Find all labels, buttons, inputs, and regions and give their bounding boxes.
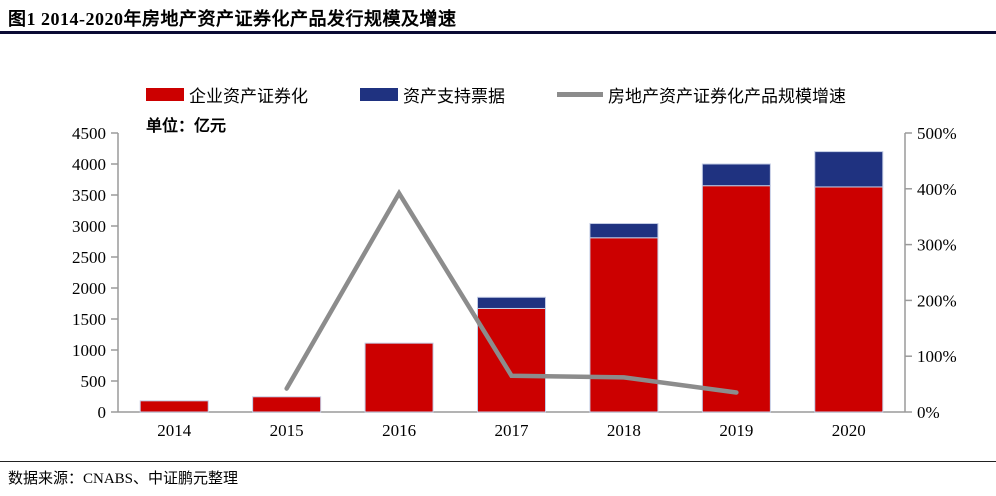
bar-segment-abn	[814, 151, 884, 188]
bar-segment-abn	[589, 223, 659, 239]
bar-segment-enterprise-abs	[589, 237, 659, 413]
data-source: 数据来源：CNABS、中证鹏元整理	[8, 471, 239, 487]
bar-segment-abn	[701, 163, 771, 187]
chart-legend: 企业资产证券化 资产支持票据 房地产资产证券化产品规模增速	[146, 82, 846, 107]
x-axis-label: 2015	[270, 421, 304, 440]
right-tick-label: 100%	[917, 347, 957, 366]
bar-segment-abn	[477, 296, 546, 309]
x-axis-label: 2017	[495, 421, 530, 440]
x-axis-label: 2019	[719, 421, 753, 440]
left-tick-label: 500	[81, 372, 107, 391]
right-tick-label: 500%	[917, 124, 957, 143]
left-tick-label: 4500	[72, 124, 106, 143]
right-tick-label: 300%	[917, 236, 957, 255]
legend-item-enterprise-abs: 企业资产证券化	[146, 82, 308, 107]
bar-segment-enterprise-abs	[139, 400, 209, 413]
bar-segment-enterprise-abs	[477, 307, 546, 413]
left-tick-label: 3500	[72, 186, 106, 205]
bar-segment-enterprise-abs	[364, 342, 434, 413]
left-tick-label: 2000	[72, 279, 106, 298]
right-tick-label: 200%	[917, 291, 957, 310]
left-tick-label: 0	[98, 403, 107, 422]
x-axis-label: 2020	[832, 421, 866, 440]
right-tick-label: 400%	[917, 180, 957, 199]
legend-label: 企业资产证券化	[189, 87, 308, 106]
left-tick-label: 1500	[72, 310, 106, 329]
bar-segment-enterprise-abs	[701, 185, 771, 413]
x-axis-label: 2018	[607, 421, 641, 440]
left-tick-label: 1000	[72, 341, 106, 360]
legend-label: 资产支持票据	[403, 87, 505, 106]
left-tick-label: 2500	[72, 248, 106, 267]
figure-title: 图1 2014-2020年房地产资产证券化产品发行规模及增速	[8, 9, 457, 29]
bar-segment-enterprise-abs	[814, 186, 884, 413]
x-axis-label: 2014	[157, 421, 192, 440]
x-axis-label: 2016	[382, 421, 416, 440]
unit-label: 单位：亿元	[146, 118, 227, 135]
right-tick-label: 0%	[917, 403, 940, 422]
bar-segment-enterprise-abs	[252, 396, 322, 413]
red-bar-swatch-icon	[146, 88, 184, 101]
legend-item-abn: 资产支持票据	[360, 82, 505, 107]
growth-rate-line	[284, 188, 739, 395]
legend-item-growth-rate: 房地产资产证券化产品规模增速	[557, 82, 846, 107]
left-tick-label: 4000	[72, 155, 106, 174]
legend-label: 房地产资产证券化产品规模增速	[608, 87, 846, 106]
gray-line-swatch-icon	[557, 92, 603, 97]
footer-rule	[0, 461, 996, 462]
report-header: 图1 2014-2020年房地产资产证券化产品发行规模及增速	[0, 0, 996, 34]
title-rule	[0, 31, 996, 34]
navy-bar-swatch-icon	[360, 88, 398, 101]
left-tick-label: 3000	[72, 217, 106, 236]
